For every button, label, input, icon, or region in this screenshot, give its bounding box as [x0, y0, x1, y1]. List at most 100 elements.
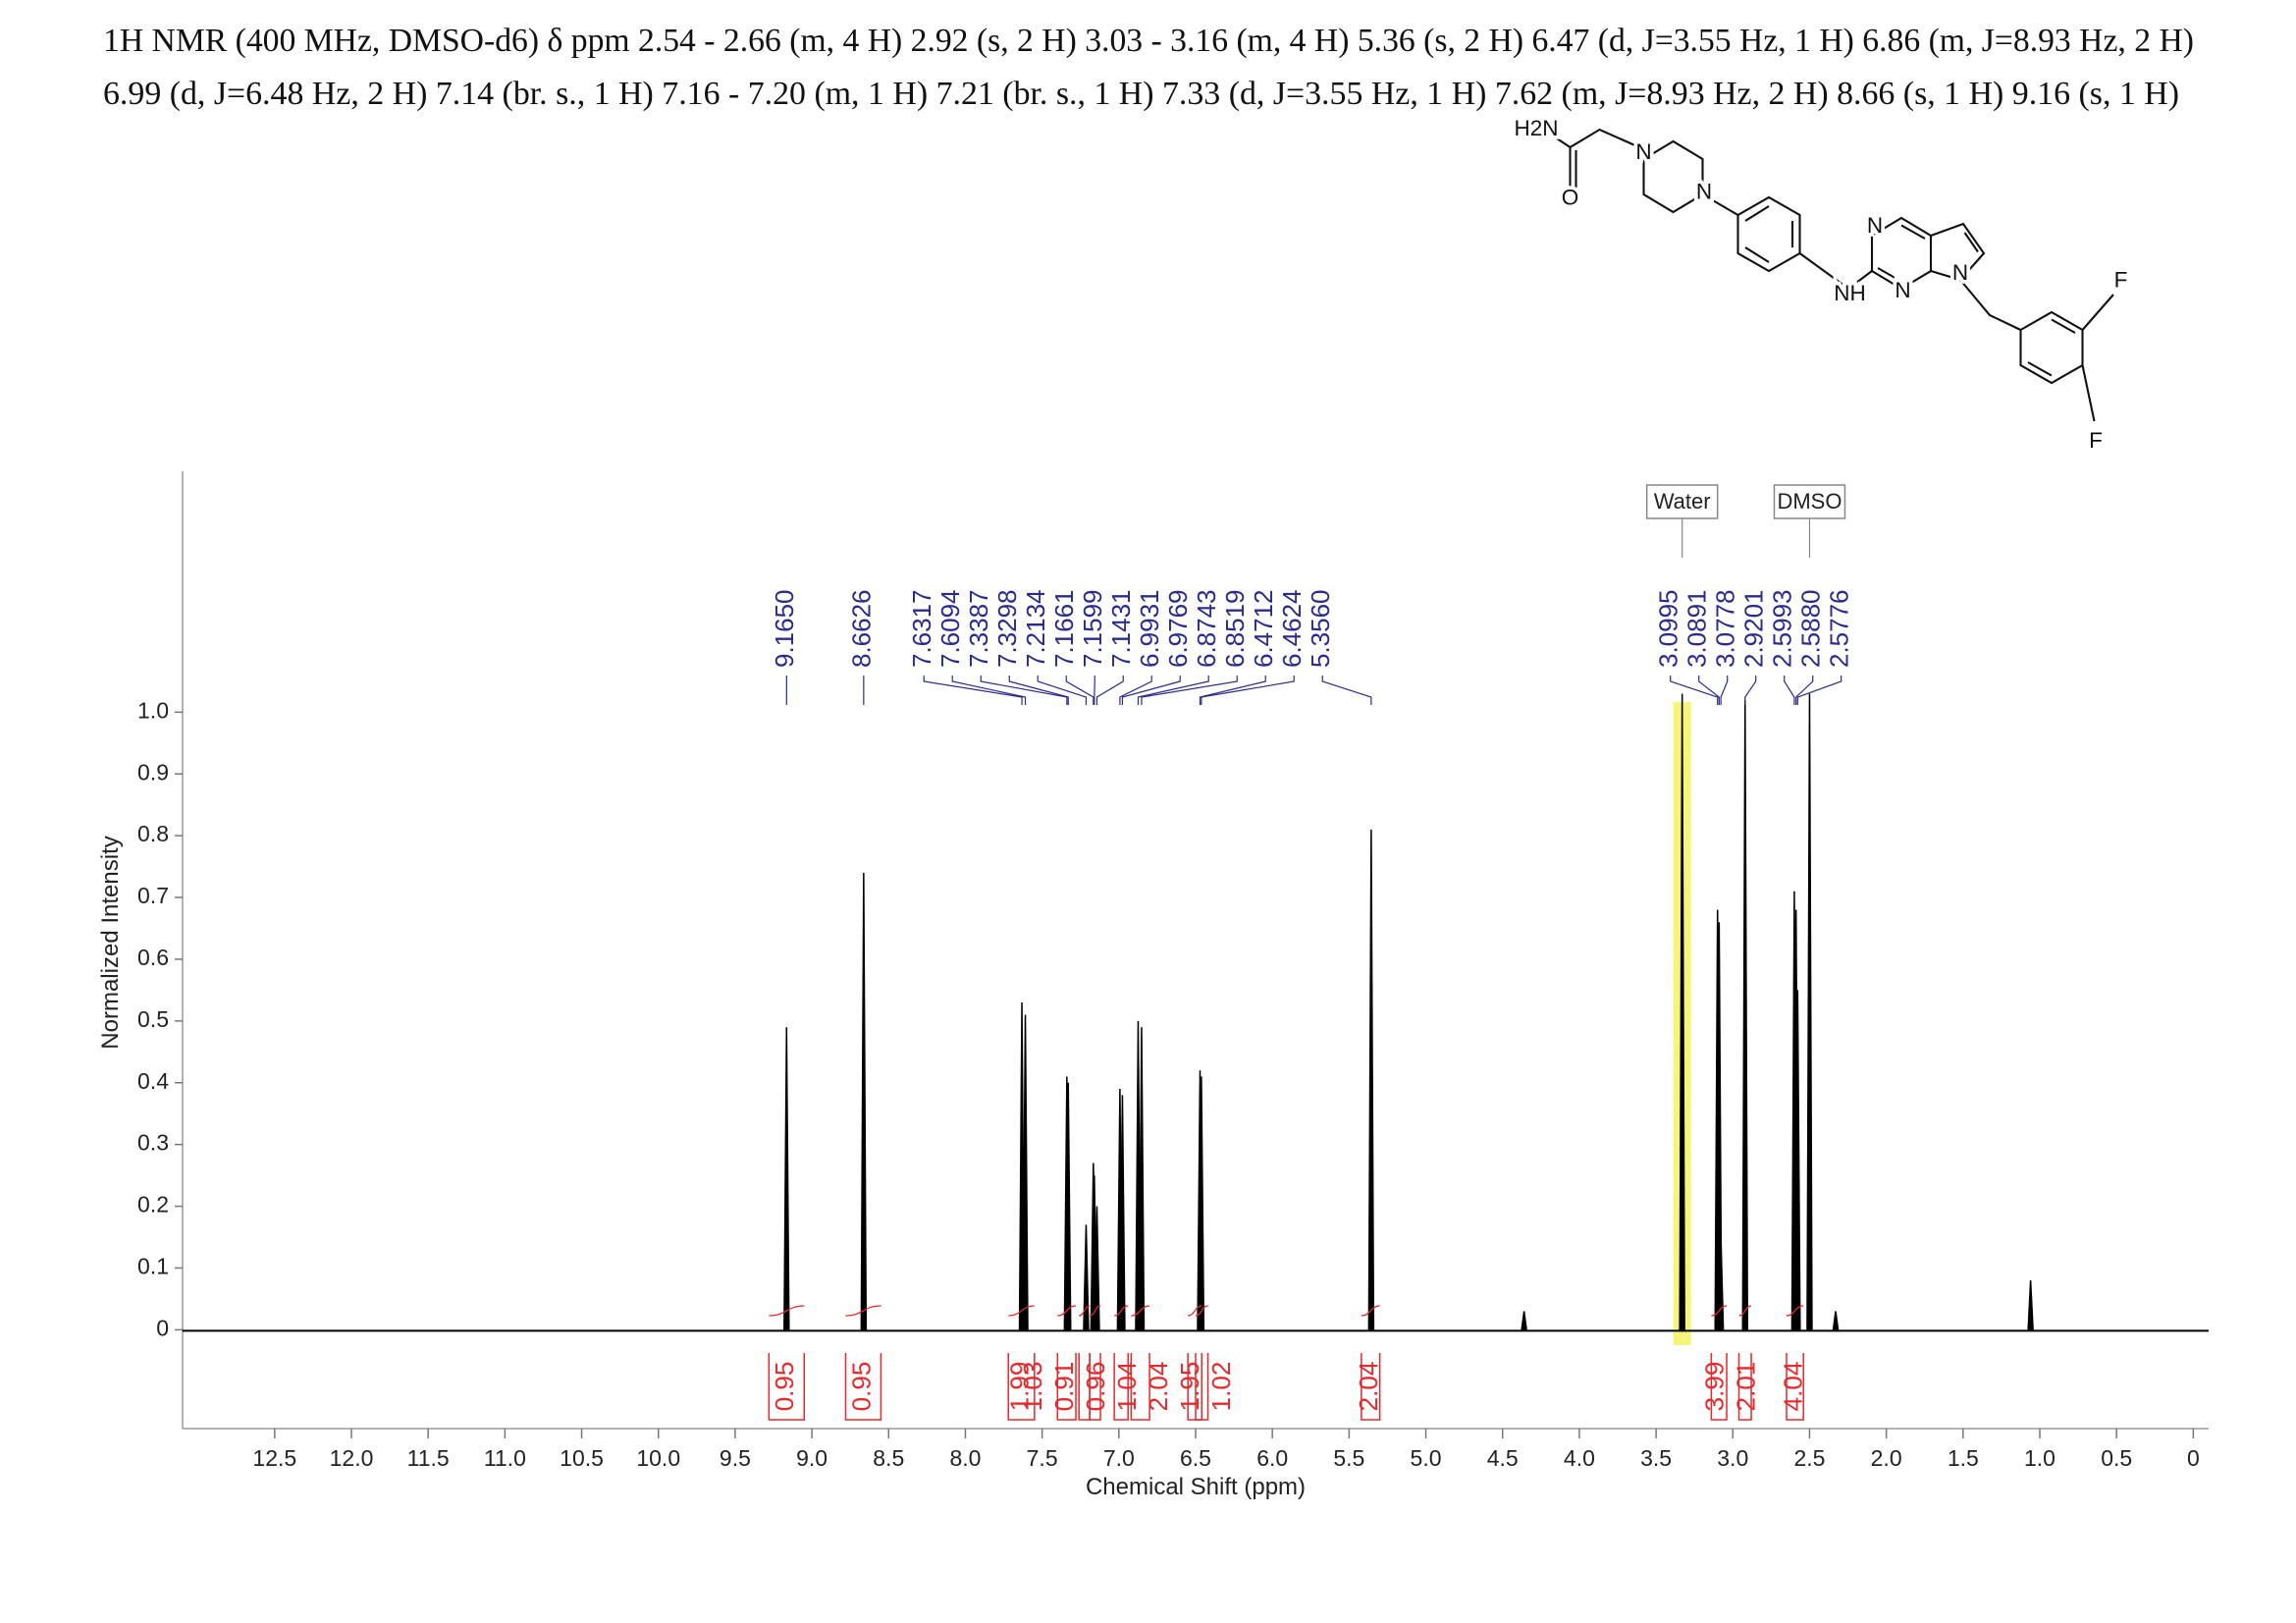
peak	[1083, 1224, 1090, 1330]
atom-label: F	[2114, 267, 2128, 292]
x-tick-label: 3.0	[1717, 1445, 1748, 1471]
atom-label: N	[1635, 139, 1651, 164]
atom-label: NH	[1834, 281, 1865, 305]
annotation-text: DMSO	[1777, 489, 1842, 514]
bond	[1542, 128, 1640, 149]
peak-label-leader	[1095, 676, 1124, 705]
bond	[2051, 318, 2076, 334]
integral-label: 1.02	[1206, 1362, 1236, 1412]
peak-label-leader	[1744, 676, 1757, 705]
peak-label: 7.3387	[964, 589, 993, 668]
integral-curve	[845, 1305, 881, 1317]
integral-bracket	[1130, 1353, 1150, 1421]
annotation-text: Water	[1654, 489, 1711, 514]
ring	[2019, 310, 2084, 385]
integral-label: 1.03	[1018, 1362, 1047, 1412]
x-tick-label: 9.5	[720, 1445, 751, 1471]
peak-label: 6.4712	[1249, 589, 1278, 668]
integral-bracket	[844, 1353, 882, 1421]
integral-bracket	[1113, 1353, 1129, 1421]
annotation-box	[1773, 484, 1846, 519]
atom-label: H2N	[1514, 116, 1558, 140]
peak-label-leader	[980, 676, 1068, 705]
integral-label: 0.95	[770, 1362, 799, 1412]
integral-label: 2.01	[1731, 1362, 1760, 1412]
x-tick-label: 9.0	[796, 1445, 828, 1471]
annotation-box	[1645, 484, 1719, 519]
integral-label: 4.04	[1778, 1362, 1807, 1412]
bond	[1959, 279, 2021, 331]
peak-label: 7.1599	[1078, 589, 1107, 668]
integral-label: 0.91	[1049, 1362, 1079, 1412]
peak	[1716, 922, 1723, 1330]
peak-label: 8.6626	[847, 589, 877, 668]
peak-label-leader	[1199, 676, 1266, 705]
atom-label: F	[2089, 428, 2103, 453]
integral-bracket	[1737, 1353, 1752, 1421]
peak-label-leader	[1321, 676, 1372, 705]
peak-label-leader	[1121, 676, 1181, 705]
peak-label-leader	[1137, 676, 1209, 705]
bond	[1877, 267, 1899, 281]
peak	[1832, 1311, 1840, 1330]
x-tick-label: 6.0	[1256, 1445, 1288, 1471]
peak	[1806, 693, 1813, 1330]
integral-curve	[1131, 1305, 1150, 1317]
peak	[2027, 1279, 2034, 1330]
peak-label: 3.0995	[1654, 589, 1683, 668]
peak	[1741, 699, 1749, 1330]
x-tick-label: 2.5	[1793, 1445, 1825, 1471]
x-tick-label: 11.5	[407, 1445, 450, 1471]
integral-bracket	[1187, 1353, 1203, 1421]
x-axis-title: Chemical Shift (ppm)	[1086, 1474, 1306, 1500]
bond	[1744, 205, 1770, 222]
peak-label-leader	[1008, 676, 1069, 705]
peak	[1065, 1082, 1072, 1330]
x-tick-label: 12.5	[252, 1445, 296, 1471]
peak	[783, 1027, 790, 1330]
integral-label: 0.95	[846, 1362, 876, 1412]
peak-label: 6.9769	[1163, 589, 1193, 668]
peak-label-leader	[1670, 676, 1719, 705]
bond	[1701, 193, 1739, 216]
plot: 0 0.1 0.2 0.3 0.4 0.5 0.6 0.7 0.8 0.9 1.0 12.5 12.0 1…	[137, 471, 2209, 1471]
peak-label: 2.5776	[1825, 589, 1854, 668]
peak-label-leader	[1065, 676, 1095, 705]
x-tick-label: 5.5	[1333, 1445, 1364, 1471]
peak-label: 6.9931	[1135, 589, 1164, 668]
peak-label-leader	[1795, 676, 1814, 705]
atom-label: N	[1867, 213, 1883, 238]
x-tick-label: 5.0	[1411, 1445, 1442, 1471]
peak-label-leader	[1796, 676, 1842, 705]
integral-curve	[1089, 1305, 1101, 1317]
y-axis-title: Normalized Intensity	[97, 836, 124, 1049]
integral-curve	[1008, 1305, 1035, 1317]
peak-label: 5.3560	[1306, 589, 1335, 668]
peak	[860, 872, 868, 1330]
structure: H2N O N N N N NH N F F	[1511, 112, 2131, 457]
peak	[1094, 1206, 1100, 1330]
x-tick-label: 0	[2187, 1445, 2200, 1471]
peak-label: 6.8519	[1220, 589, 1250, 668]
x-tick-label: 2.0	[1871, 1445, 1902, 1471]
peak	[1521, 1311, 1527, 1330]
peak-label: 9.1650	[770, 589, 799, 668]
peak	[1367, 829, 1375, 1330]
peak	[1794, 990, 1801, 1330]
x-tick-label: 1.5	[1948, 1445, 1979, 1471]
peak-label: 2.5880	[1796, 589, 1826, 668]
bond	[1900, 224, 1926, 240]
integral-curve	[1114, 1305, 1129, 1317]
peak	[1138, 1027, 1146, 1330]
peak-label: 7.6317	[907, 589, 936, 668]
ring	[1930, 222, 1986, 282]
peak-label: 2.9201	[1739, 589, 1769, 668]
peak-label-leader	[1784, 676, 1795, 705]
x-tick-label: 0.5	[2101, 1445, 2132, 1471]
atom-label: O	[1562, 185, 1579, 209]
integral-label: 2.04	[1354, 1362, 1383, 1412]
peak-label-leader	[1201, 676, 1295, 705]
x-tick-label: 6.5	[1180, 1445, 1211, 1471]
